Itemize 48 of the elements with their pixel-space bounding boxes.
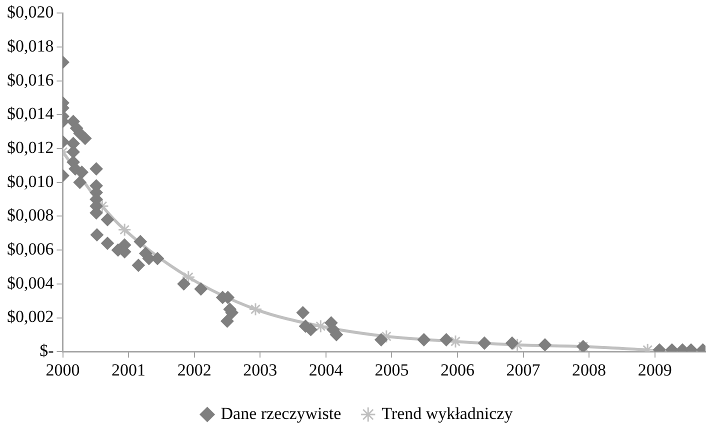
point <box>134 235 147 248</box>
point <box>314 319 328 333</box>
x-tick-label: 2009 <box>638 360 672 380</box>
x-tick-label: 2003 <box>243 360 278 380</box>
point <box>182 270 196 284</box>
y-tick-label: $0,008 <box>7 206 54 225</box>
point <box>177 277 190 290</box>
x-tick-label: 2002 <box>177 360 212 380</box>
x-tick-label: 2007 <box>506 360 541 380</box>
point <box>73 176 86 189</box>
point <box>538 338 552 352</box>
point <box>75 166 88 179</box>
point <box>248 302 262 316</box>
point <box>380 330 394 344</box>
point <box>90 162 103 176</box>
point <box>118 223 132 237</box>
point <box>132 258 145 272</box>
x-tick-label: 2004 <box>308 360 344 380</box>
y-tick-label: $0,012 <box>7 138 54 158</box>
point <box>374 333 388 346</box>
point <box>417 333 430 346</box>
legend-label: Dane rzeczywiste <box>220 404 342 423</box>
point <box>220 314 234 328</box>
point <box>478 336 491 350</box>
point <box>78 132 92 145</box>
y-tick-label: $0,014 <box>7 104 54 124</box>
x-tick-label: 2001 <box>112 360 146 380</box>
legend-label: Trend wykładniczy <box>382 404 514 423</box>
x-tick-label: 2000 <box>46 360 80 380</box>
y-tick-label: $0,018 <box>7 36 54 56</box>
y-tick-label: $- <box>40 341 54 360</box>
point <box>506 336 519 350</box>
point <box>296 306 310 320</box>
y-tick-label: $0,004 <box>7 273 54 292</box>
point <box>440 333 453 346</box>
point <box>448 334 462 348</box>
point <box>100 236 114 250</box>
y-tick-label: $0,020 <box>7 2 54 22</box>
point <box>90 228 104 242</box>
y-tick-label: $0,006 <box>7 240 54 259</box>
y-tick-label: $0,010 <box>7 172 54 191</box>
point <box>194 282 208 296</box>
point <box>100 213 114 226</box>
y-tick-label: $0,002 <box>7 307 54 326</box>
x-tick-label: 2005 <box>374 360 409 380</box>
y-tick-label: $0,016 <box>7 70 54 90</box>
x-tick-label: 2008 <box>572 360 606 380</box>
x-tick-label: 2006 <box>440 360 474 380</box>
